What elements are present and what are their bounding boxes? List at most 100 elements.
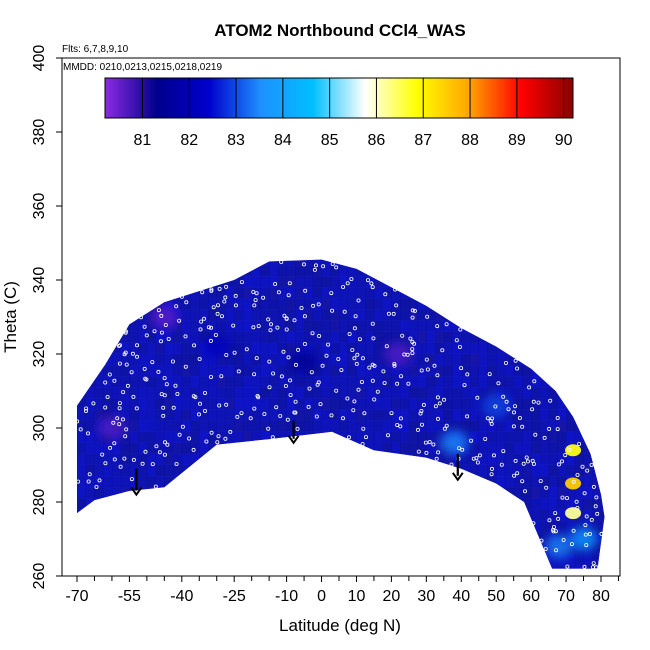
field-cell [85,298,95,310]
sample-point [513,358,518,363]
field-cell [557,276,567,288]
sample-point [423,440,428,445]
field-cell [470,398,479,410]
field-cell [373,365,383,377]
field-cell [373,442,383,454]
field-cell [557,320,567,332]
field-cell [146,453,156,465]
field-cell [496,276,506,288]
sample-point [543,547,548,552]
field-cell [496,331,506,343]
field-cell [251,465,261,476]
field-cell [548,465,558,476]
sample-point [156,369,161,374]
field-cell [77,287,86,299]
field-cell [417,276,427,288]
field-cell [548,387,558,399]
field-cell [583,442,593,454]
field-cell [513,487,523,499]
field-cell [330,542,340,554]
sample-point [154,444,159,449]
field-cell [470,376,479,388]
field-cell [269,487,279,499]
field-cell [339,287,348,299]
field-cell [339,420,348,432]
sample-point [465,414,470,419]
field-cell [382,287,392,299]
sample-point [525,459,530,464]
field-cell [164,365,174,377]
field-cell [601,276,605,288]
sample-point [163,322,168,327]
field-cell [365,531,375,543]
field-cell [286,487,296,499]
field-cell [461,498,471,510]
field-cell [487,320,497,332]
sample-point [134,343,139,348]
field-cell [443,298,453,310]
field-cell [400,564,410,569]
field-cell [435,453,445,465]
field-cell [452,331,462,343]
sample-point [192,343,197,348]
sample-point [159,330,164,335]
field-cell [452,365,462,377]
field-cell [365,287,375,299]
field-cell [216,265,226,277]
sample-point [444,322,449,327]
field-cell [339,409,348,421]
field-cell [522,398,532,410]
field-cell [225,320,235,332]
sample-point [571,528,576,533]
field-cell [566,409,576,421]
field-cell [513,298,523,310]
field-cell [295,398,305,410]
field-cell [321,309,331,321]
field-cell [435,342,445,354]
field-cell [548,265,558,277]
field-cell [452,387,462,399]
field-cell [348,243,357,254]
field-cell [312,387,322,399]
sample-point [84,406,89,411]
field-cell [173,409,183,421]
field-cell [365,453,375,465]
field-cell [347,542,357,554]
field-cell [522,365,532,377]
sample-point [118,343,123,348]
field-cell [574,398,584,410]
field-highlight [565,444,582,457]
field-cell [260,354,270,365]
field-cell [487,476,497,488]
field-cell [225,331,235,343]
field-cell [452,498,462,510]
field-cell [539,298,549,310]
field-cell [592,331,602,343]
field-cell [269,320,279,332]
field-cell [443,342,453,354]
field-cell [242,431,252,443]
field-cell [470,498,479,510]
field-cell [234,553,244,565]
field-cell [321,465,331,476]
field-cell [583,387,593,399]
field-cell [592,465,602,476]
field-cell [435,564,445,569]
sample-point [108,445,113,450]
field-cell [138,453,148,465]
field-cell [583,320,593,332]
field-cell [601,342,605,354]
field-cell [286,442,296,454]
field-cell [260,265,270,277]
field-cell [478,442,488,454]
field-cell [365,487,375,499]
field-cell [173,542,183,554]
field-cell [408,476,418,488]
field-cell [574,487,584,499]
field-cell [269,342,279,354]
field-cell [304,442,314,454]
field-cell [295,387,305,399]
field-cell [373,331,383,343]
field-cell [199,320,209,332]
field-cell [496,387,506,399]
